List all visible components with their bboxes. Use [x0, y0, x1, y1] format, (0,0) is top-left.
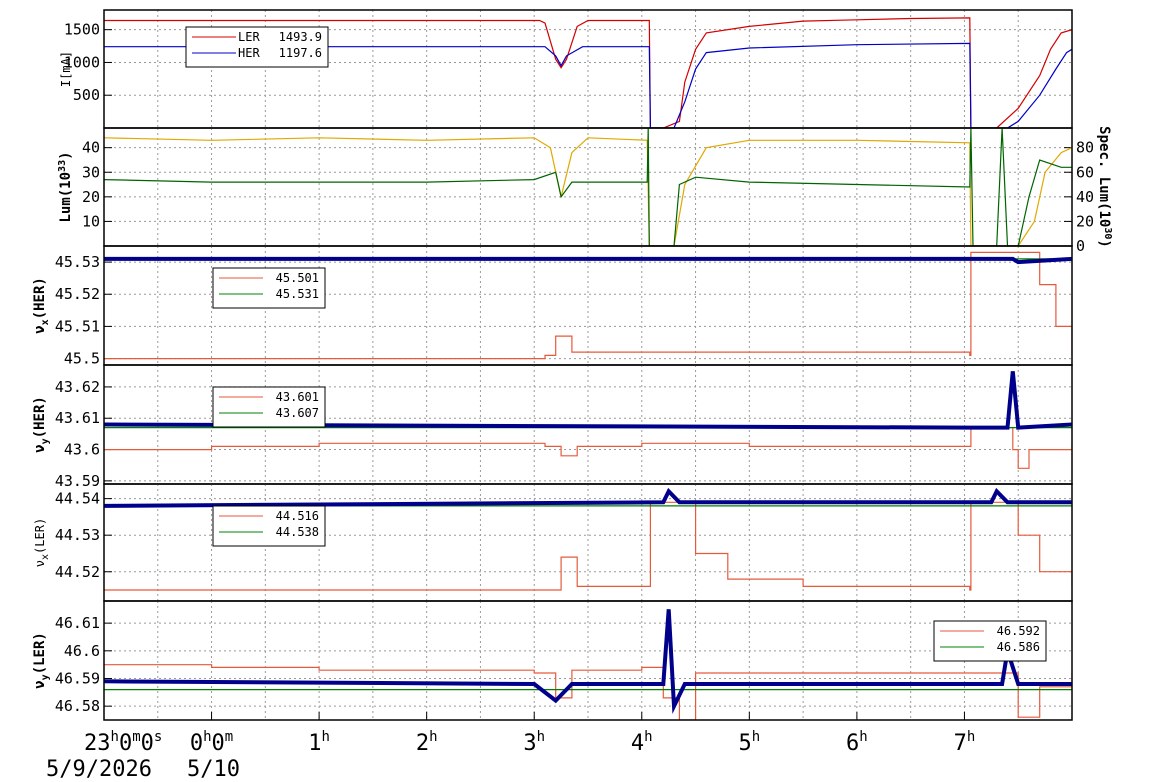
ytick-label: 40 — [82, 139, 100, 157]
xtick-label: 4h — [631, 729, 653, 756]
series-red-line — [104, 251, 1072, 360]
ytick-right-label: 80 — [1076, 139, 1094, 157]
series-group — [104, 128, 1072, 246]
series-blue-line — [104, 487, 1072, 508]
xtick-label: 0h0m — [190, 729, 233, 756]
legend-box — [212, 505, 326, 547]
legend-name: HER — [238, 46, 260, 60]
series-her-line — [104, 42, 1072, 128]
series-lum-line — [104, 137, 1072, 246]
xtick-label: 1h — [308, 729, 330, 756]
legend: 46.592 46.586 — [933, 620, 1047, 662]
legend-value: 43.601 — [276, 390, 319, 404]
legend-value: 1197.6 — [279, 46, 322, 60]
legend-name: LER — [238, 30, 260, 44]
ytick-label: 46.6 — [64, 642, 100, 660]
ytick-right-label: 60 — [1076, 163, 1094, 181]
legend-value: 1493.9 — [279, 30, 322, 44]
legend-box — [212, 386, 326, 428]
ytick-label: 44.53 — [55, 526, 100, 544]
panel-frame — [103, 600, 1073, 721]
ytick-label: 1500 — [64, 21, 100, 39]
ytick-right-label: 20 — [1076, 212, 1094, 230]
legend: 45.501 45.531 — [212, 267, 326, 309]
ylabel: νx(HER) — [32, 277, 51, 334]
legend: LER 1493.9 HER 1197.6 — [185, 26, 329, 68]
ylabel: νx(LER) — [33, 518, 51, 567]
ytick-right-label: 0 — [1076, 237, 1085, 255]
xtick-label: 7h — [954, 729, 976, 756]
ytick-label: 43.59 — [55, 472, 100, 490]
ytick-label: 45.51 — [55, 317, 100, 335]
ytick-label: 43.61 — [55, 409, 100, 427]
legend-value: 45.501 — [276, 271, 319, 285]
xtick-label: 5h — [738, 729, 760, 756]
series-group — [104, 17, 1072, 128]
legend-box — [185, 26, 329, 68]
series-group — [104, 251, 1072, 360]
legend-value: 44.538 — [276, 525, 319, 539]
ytick-label: 43.62 — [55, 378, 100, 396]
ytick-label: 46.59 — [55, 669, 100, 687]
xtick-label: 6h — [846, 729, 868, 756]
ytick-label: 20 — [82, 188, 100, 206]
ytick-label: 46.58 — [55, 697, 100, 715]
ytick-right-label: 40 — [1076, 188, 1094, 206]
legend-box — [933, 620, 1047, 662]
ytick-label: 46.61 — [55, 614, 100, 632]
ylabel: I[mA] — [59, 51, 73, 87]
series-blue-line — [104, 256, 1072, 265]
series-spec-line — [104, 128, 1072, 246]
legend-value: 46.586 — [997, 640, 1040, 654]
legend-value: 45.531 — [276, 287, 319, 301]
legend: 44.516 44.538 — [212, 505, 326, 547]
xtick-label: 2h — [416, 729, 438, 756]
ytick-label: 500 — [73, 86, 100, 104]
ylabel: νy(LER) — [32, 632, 51, 689]
ytick-label: 45.52 — [55, 285, 100, 303]
ylabel-right: Spec. Lum(1030) — [1096, 126, 1113, 248]
ytick-label: 43.6 — [64, 441, 100, 459]
legend-value: 46.592 — [997, 624, 1040, 638]
panel-current: 500 1000 1500 I[mA] LER 1493.9 HER 1197.6 — [59, 9, 1073, 129]
ytick-label: 30 — [82, 163, 100, 181]
x-date-start: 5/9/2026 — [46, 757, 152, 782]
series-ler-line — [104, 17, 1072, 128]
ytick-label: 45.5 — [64, 350, 100, 368]
ytick-label: 44.52 — [55, 563, 100, 581]
ytick-label: 1000 — [64, 53, 100, 71]
ytick-label: 45.53 — [55, 253, 100, 271]
ylabel: Lum(1033) — [57, 151, 74, 222]
series-blue-line — [104, 371, 1072, 430]
legend-box — [212, 267, 326, 309]
legend-value: 44.516 — [276, 509, 319, 523]
x-date-second: 5/10 — [187, 757, 240, 782]
xtick-label: 3h — [523, 729, 545, 756]
ytick-label: 44.54 — [55, 490, 100, 508]
panel-lum: 10 20 30 40 0 20 40 60 80 Lum(1033) Spec. Lum(1030… — [57, 126, 1113, 255]
x-start-label: 23h0m0s — [84, 729, 162, 756]
legend: 43.601 43.607 — [212, 386, 326, 428]
ylabel: νy(HER) — [32, 396, 51, 453]
series-group — [104, 609, 1072, 720]
series-red-line — [104, 501, 1072, 591]
series-group — [104, 371, 1072, 469]
legend-value: 43.607 — [276, 406, 319, 420]
series-red-line — [104, 427, 1072, 469]
ytick-label: 10 — [82, 212, 100, 230]
